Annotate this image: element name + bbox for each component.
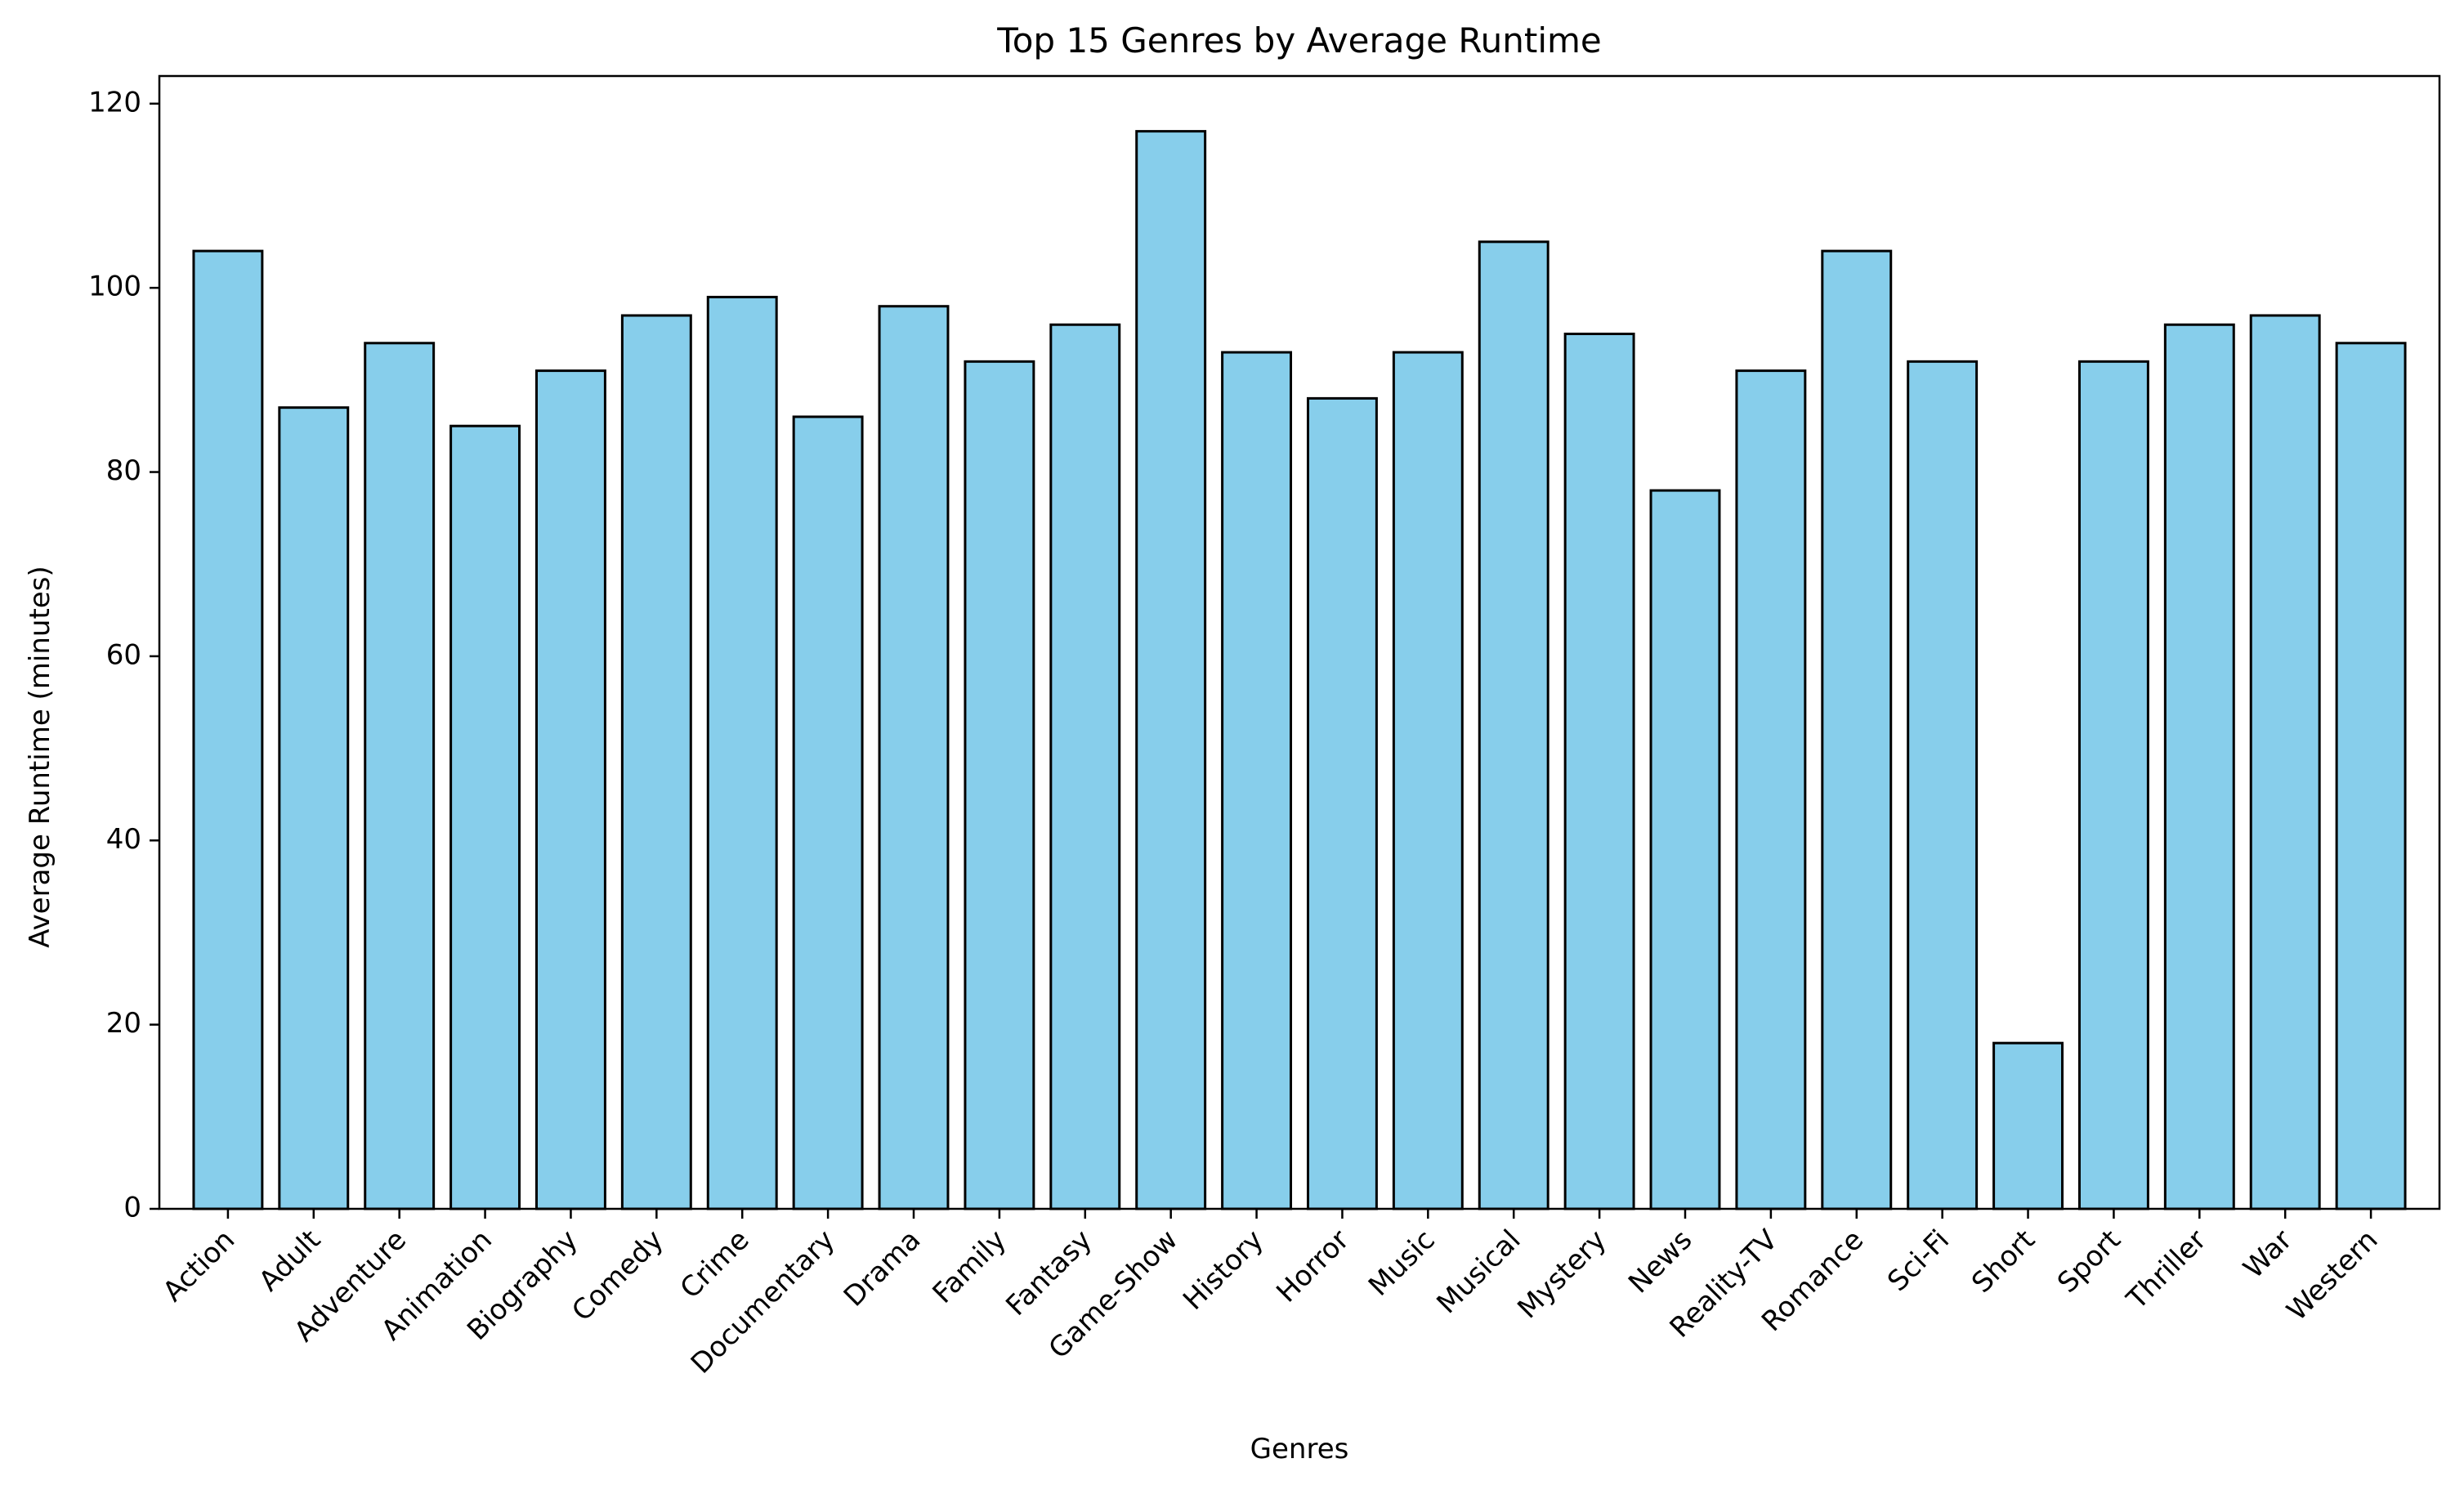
chart-title: Top 15 Genres by Average Runtime [996, 20, 1602, 60]
bar-game-show [1135, 130, 1207, 1210]
bar-romance [1821, 249, 1893, 1210]
bar-musical [1478, 240, 1550, 1210]
bar-crime [706, 295, 778, 1210]
bar-music [1392, 351, 1464, 1210]
bar-war [2249, 314, 2321, 1210]
bar-short [1992, 1041, 2064, 1210]
y-tick-label: 40 [106, 823, 141, 856]
y-tick-label: 0 [123, 1192, 141, 1224]
bar-horror [1306, 396, 1378, 1210]
bar-sport [2077, 360, 2149, 1210]
bar-drama [878, 305, 950, 1210]
bar-family [964, 360, 1035, 1210]
bar-documentary [792, 415, 864, 1210]
y-tick-label: 20 [106, 1007, 141, 1040]
bar-history [1221, 351, 1293, 1210]
bar-adult [278, 406, 350, 1210]
bar-action [192, 249, 264, 1210]
bar-sci-fi [1907, 360, 1979, 1210]
y-tick-label: 120 [88, 86, 141, 119]
bar-reality-tv [1735, 369, 1807, 1210]
y-tick-label: 80 [106, 454, 141, 487]
bar-fantasy [1049, 323, 1121, 1210]
bar-adventure [364, 342, 436, 1210]
bar-news [1649, 489, 1721, 1210]
y-axis: 0 20 40 60 80 100 120 [88, 86, 159, 1224]
x-axis-label: Genres [1250, 1433, 1349, 1465]
bar-thriller [2163, 323, 2235, 1210]
bar-comedy [620, 314, 692, 1210]
bars-group [192, 130, 2407, 1210]
bar-mystery [1563, 333, 1635, 1210]
bar-western [2335, 342, 2407, 1210]
y-axis-label: Average Runtime (minutes) [24, 566, 56, 947]
y-tick-label: 60 [106, 638, 141, 671]
bar-biography [535, 369, 606, 1210]
y-tick-label: 100 [88, 271, 141, 303]
plot-frame [158, 74, 2441, 1210]
bar-animation [449, 424, 521, 1210]
